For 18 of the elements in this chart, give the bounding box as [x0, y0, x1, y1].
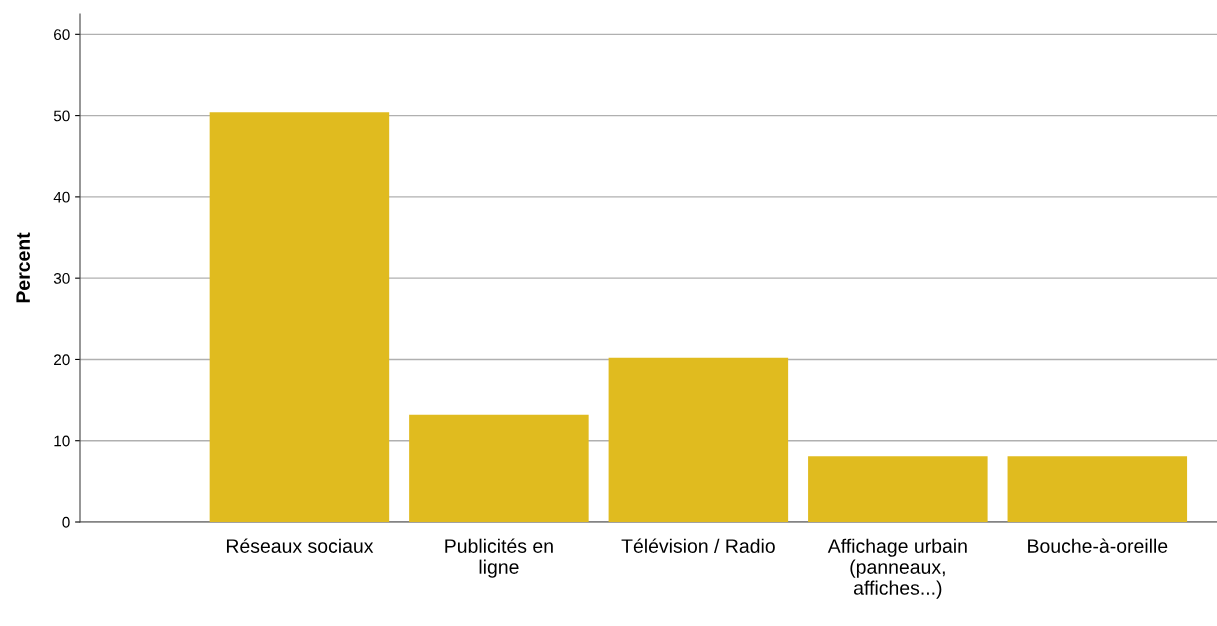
bar [608, 357, 789, 522]
x-tick-label: Affichage urbain (panneaux, affiches...) [827, 538, 967, 599]
y-tick-label: 10 [54, 435, 70, 447]
y-tick-label: 60 [54, 29, 70, 41]
y-tick-label: 40 [53, 191, 70, 203]
bar [808, 456, 988, 522]
y-tick-label: 20 [54, 354, 70, 366]
y-axis-title: Percent [16, 232, 30, 303]
x-tick-label: Publicités en ligne [445, 538, 553, 578]
bar [409, 414, 589, 522]
bar [1007, 456, 1188, 522]
x-tick-label: Réseaux sociaux [226, 538, 374, 553]
y-tick-label: 30 [53, 273, 70, 284]
x-tick-label: Bouche-à-oreille [1028, 538, 1168, 553]
y-tick-label: 50 [53, 110, 70, 122]
bar [209, 112, 390, 522]
y-tick-label: 0 [62, 516, 70, 528]
x-tick-label: Télévision / Radio [621, 538, 775, 553]
